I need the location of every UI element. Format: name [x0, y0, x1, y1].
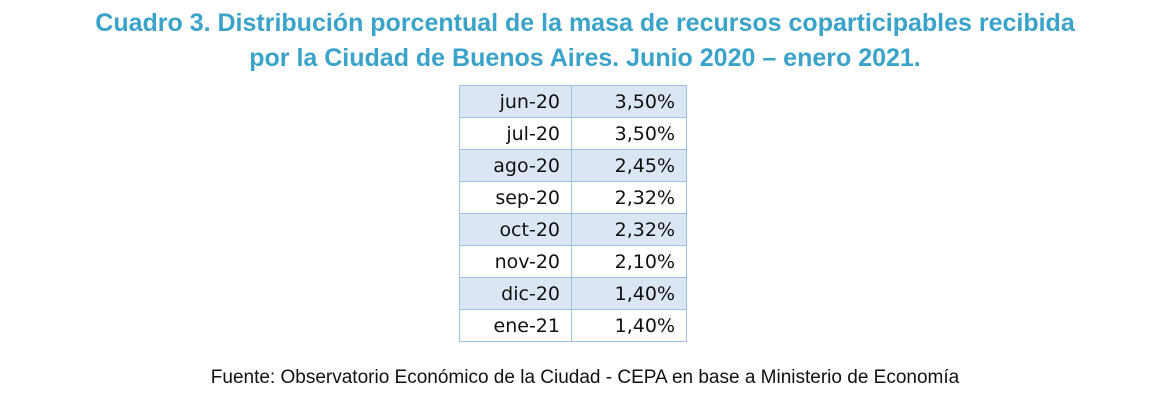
table-row: dic-20 1,40%: [459, 277, 687, 310]
table-row: ago-20 2,45%: [459, 149, 687, 182]
table-row: jul-20 3,50%: [459, 117, 687, 150]
data-table-body: jun-20 3,50% jul-20 3,50% ago-20 2,45% sep-20 2…: [459, 85, 687, 342]
percentage-cell: 2,32%: [571, 213, 687, 246]
percentage-cell: 2,10%: [571, 245, 687, 278]
percentage-cell: 3,50%: [571, 85, 687, 118]
source-note: Fuente: Observatorio Económico de la Ciu…: [210, 367, 960, 388]
data-table: jun-20 3,50% jul-20 3,50% ago-20 2,45% sep-20 2…: [459, 85, 687, 342]
month-cell: dic-20: [459, 277, 572, 310]
month-cell: jun-20: [459, 85, 572, 118]
chart-title-line-1: Cuadro 3. Distribución porcentual de la …: [95, 9, 1075, 37]
month-cell: oct-20: [459, 213, 572, 246]
percentage-cell: 1,40%: [571, 309, 687, 342]
chart-title-line-2: por la Ciudad de Buenos Aires. Junio 202…: [249, 44, 921, 72]
table-row: sep-20 2,32%: [459, 181, 687, 214]
month-cell: ene-21: [459, 309, 572, 342]
percentage-cell: 1,40%: [571, 277, 687, 310]
table-row: oct-20 2,32%: [459, 213, 687, 246]
table-row: ene-21 1,40%: [459, 309, 687, 342]
percentage-cell: 2,45%: [571, 149, 687, 182]
month-cell: jul-20: [459, 117, 572, 150]
percentage-cell: 3,50%: [571, 117, 687, 150]
chart-title: Cuadro 3. Distribución porcentual de la …: [0, 6, 1170, 76]
table-row: jun-20 3,50%: [459, 85, 687, 118]
month-cell: ago-20: [459, 149, 572, 182]
table-row: nov-20 2,10%: [459, 245, 687, 278]
percentage-cell: 2,32%: [571, 181, 687, 214]
month-cell: nov-20: [459, 245, 572, 278]
month-cell: sep-20: [459, 181, 572, 214]
